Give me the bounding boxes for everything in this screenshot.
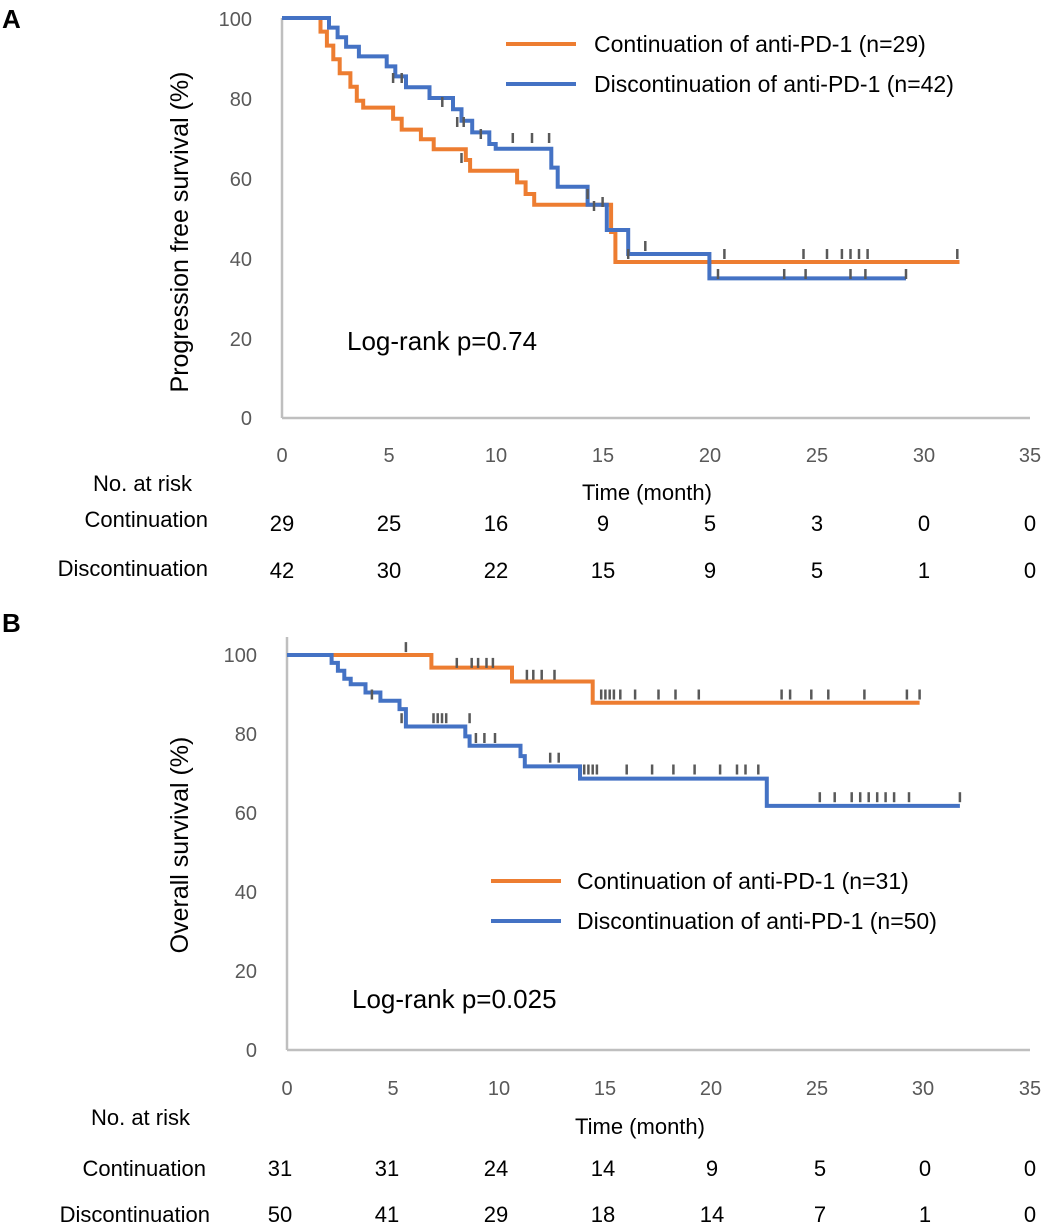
risk-value-discontinuation-a: 5 <box>811 558 823 583</box>
x-tick-label-b-5: 25 <box>806 1078 828 1100</box>
risk-table-title-b: No. at risk <box>91 1105 191 1130</box>
risk-table-b: No. at risk Continuation Discontinuation… <box>60 1105 1037 1227</box>
risk-value-discontinuation-a: 0 <box>1024 558 1036 583</box>
legend-a: Continuation of anti-PD-1 (n=29) Discont… <box>506 31 954 97</box>
risk-value-continuation-a: 29 <box>270 511 294 536</box>
panel-a: A 0 20 40 60 80 100 0 5 10 15 20 25 30 3… <box>2 4 1041 583</box>
x-tick-label-a-4: 20 <box>699 445 721 467</box>
censor-marks-b <box>370 642 962 803</box>
x-tick-label-b-6: 30 <box>912 1078 934 1100</box>
y-tick-label-a-3: 60 <box>230 169 252 191</box>
risk-row-label-discontinuation-b: Discontinuation <box>60 1202 210 1227</box>
y-axis-title-b: Overall survival (%) <box>166 737 194 954</box>
risk-table-a: No. at risk Continuation Discontinuation… <box>58 471 1037 583</box>
risk-value-discontinuation-b: 29 <box>484 1202 508 1227</box>
series-line-discontinuation-b <box>287 653 960 808</box>
risk-value-continuation-b: 24 <box>484 1156 508 1181</box>
x-tick-label-b-3: 15 <box>594 1078 616 1100</box>
risk-value-discontinuation-a: 22 <box>484 558 508 583</box>
risk-value-discontinuation-b: 7 <box>814 1202 826 1227</box>
risk-value-discontinuation-a: 15 <box>591 558 615 583</box>
logrank-annotation-b: Log-rank p=0.025 <box>352 984 557 1014</box>
risk-value-continuation-b: 14 <box>591 1156 615 1181</box>
risk-value-discontinuation-a: 42 <box>270 558 294 583</box>
risk-value-continuation-a: 3 <box>811 511 823 536</box>
x-tick-label-b-1: 5 <box>387 1078 398 1100</box>
risk-row-label-continuation-a: Continuation <box>84 507 208 532</box>
x-tick-label-a-1: 5 <box>383 445 394 467</box>
y-axis-title-a: Progression free survival (%) <box>166 72 194 393</box>
panel-label-b: B <box>2 608 21 638</box>
x-tick-label-a-5: 25 <box>806 445 828 467</box>
risk-value-continuation-b: 0 <box>919 1156 931 1181</box>
logrank-annotation-a: Log-rank p=0.74 <box>347 326 537 356</box>
legend-b: Continuation of anti-PD-1 (n=31) Discont… <box>491 868 937 934</box>
risk-value-continuation-a: 0 <box>918 511 930 536</box>
x-tick-label-b-7: 35 <box>1019 1078 1041 1100</box>
risk-value-discontinuation-b: 50 <box>268 1202 292 1227</box>
y-tick-label-b-2: 40 <box>235 882 257 904</box>
y-tick-label-a-1: 20 <box>230 329 252 351</box>
risk-value-continuation-b: 31 <box>375 1156 399 1181</box>
series-line-continuation-a <box>282 16 960 264</box>
y-tick-label-a-0: 0 <box>241 408 252 430</box>
y-tick-label-a-4: 80 <box>230 89 252 111</box>
x-tick-label-b-0: 0 <box>281 1078 292 1100</box>
risk-value-discontinuation-b: 18 <box>591 1202 615 1227</box>
legend-label-discontinuation-b: Discontinuation of anti-PD-1 (n=50) <box>577 908 937 934</box>
legend-label-discontinuation-a: Discontinuation of anti-PD-1 (n=42) <box>594 71 954 97</box>
risk-value-continuation-a: 9 <box>597 511 609 536</box>
x-tick-label-a-2: 10 <box>485 445 507 467</box>
risk-value-continuation-a: 16 <box>484 511 508 536</box>
series-line-continuation-b <box>287 653 920 705</box>
y-tick-label-a-2: 40 <box>230 249 252 271</box>
y-tick-label-b-4: 80 <box>235 724 257 746</box>
y-tick-label-b-0: 0 <box>246 1040 257 1062</box>
x-axis-title-b: Time (month) <box>575 1114 705 1139</box>
x-tick-label-a-7: 35 <box>1019 445 1041 467</box>
y-tick-label-a-5: 100 <box>219 9 252 31</box>
risk-value-continuation-b: 0 <box>1024 1156 1036 1181</box>
legend-label-continuation-b: Continuation of anti-PD-1 (n=31) <box>577 868 909 894</box>
legend-label-continuation-a: Continuation of anti-PD-1 (n=29) <box>594 31 926 57</box>
x-axis-title-a: Time (month) <box>582 480 712 505</box>
risk-value-discontinuation-b: 1 <box>919 1202 931 1227</box>
risk-value-discontinuation-a: 30 <box>377 558 401 583</box>
risk-value-continuation-a: 5 <box>704 511 716 536</box>
risk-value-discontinuation-a: 1 <box>918 558 930 583</box>
series-line-discontinuation-a <box>282 16 906 281</box>
x-tick-label-b-4: 20 <box>700 1078 722 1100</box>
censor-marks-a <box>391 73 959 279</box>
risk-value-discontinuation-b: 41 <box>375 1202 399 1227</box>
x-tick-label-b-2: 10 <box>488 1078 510 1100</box>
y-tick-label-b-1: 20 <box>235 961 257 983</box>
y-tick-label-b-5: 100 <box>224 645 257 667</box>
risk-value-discontinuation-b: 14 <box>700 1202 724 1227</box>
risk-value-continuation-b: 31 <box>268 1156 292 1181</box>
panel-label-a: A <box>2 4 21 34</box>
risk-row-label-discontinuation-a: Discontinuation <box>58 556 208 581</box>
risk-value-discontinuation-a: 9 <box>704 558 716 583</box>
risk-value-continuation-a: 0 <box>1024 511 1036 536</box>
risk-value-discontinuation-b: 0 <box>1024 1202 1036 1227</box>
risk-value-continuation-a: 25 <box>377 511 401 536</box>
x-tick-label-a-6: 30 <box>913 445 935 467</box>
risk-value-continuation-b: 5 <box>814 1156 826 1181</box>
y-tick-label-b-3: 60 <box>235 803 257 825</box>
risk-row-label-continuation-b: Continuation <box>82 1156 206 1181</box>
panel-b: B 0 20 40 60 80 100 0 5 10 15 20 25 30 3… <box>2 608 1041 1227</box>
x-tick-label-a-0: 0 <box>276 445 287 467</box>
risk-table-title-a: No. at risk <box>93 471 193 496</box>
risk-value-continuation-b: 9 <box>706 1156 718 1181</box>
x-tick-label-a-3: 15 <box>592 445 614 467</box>
